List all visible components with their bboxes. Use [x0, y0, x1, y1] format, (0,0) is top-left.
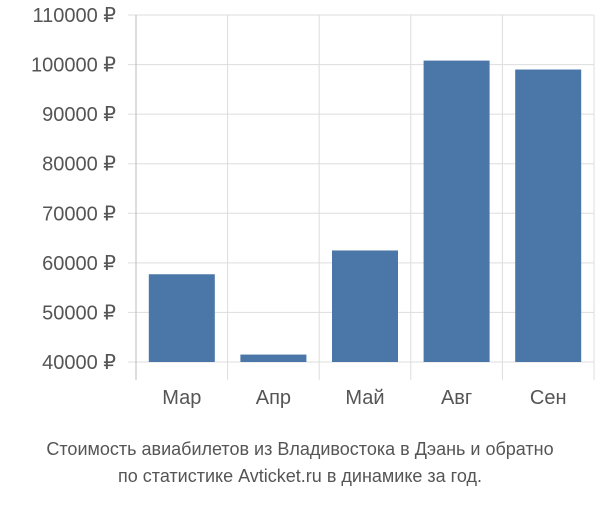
x-tick-label: Сен	[530, 387, 567, 409]
y-tick-label: 80000 ₽	[42, 154, 116, 176]
chart-caption-line-1: Стоимость авиабилетов из Владивостока в …	[46, 439, 553, 459]
y-axis-tick-labels: 40000 ₽ 50000 ₽ 60000 ₽ 70000 ₽ 80000 ₽ 90000…	[31, 5, 116, 374]
y-tick-label: 50000 ₽	[42, 302, 116, 324]
y-tick-label: 110000 ₽	[32, 5, 116, 27]
y-tick-label: 100000 ₽	[31, 55, 116, 77]
axes	[135, 15, 595, 380]
bar-3	[332, 250, 398, 362]
bar-4	[423, 60, 490, 362]
y-tick-label: 90000 ₽	[42, 104, 116, 126]
x-tick-label: Мар	[162, 387, 201, 409]
x-axis-tick-labels: Мар Апр Май Авг Сен	[162, 387, 566, 409]
bars	[148, 60, 582, 363]
bar-2	[240, 354, 307, 362]
bar-1	[148, 274, 215, 362]
bar-5	[515, 69, 582, 363]
y-tick-label: 60000 ₽	[42, 253, 116, 275]
x-tick-label: Май	[345, 387, 384, 409]
x-tick-label: Апр	[256, 387, 291, 409]
y-tick-label: 70000 ₽	[42, 203, 116, 225]
x-tick-label: Авг	[441, 387, 472, 409]
y-tick-label: 40000 ₽	[42, 352, 116, 374]
chart-caption-line-2: по статистике Avticket.ru в динамике за …	[118, 466, 482, 486]
